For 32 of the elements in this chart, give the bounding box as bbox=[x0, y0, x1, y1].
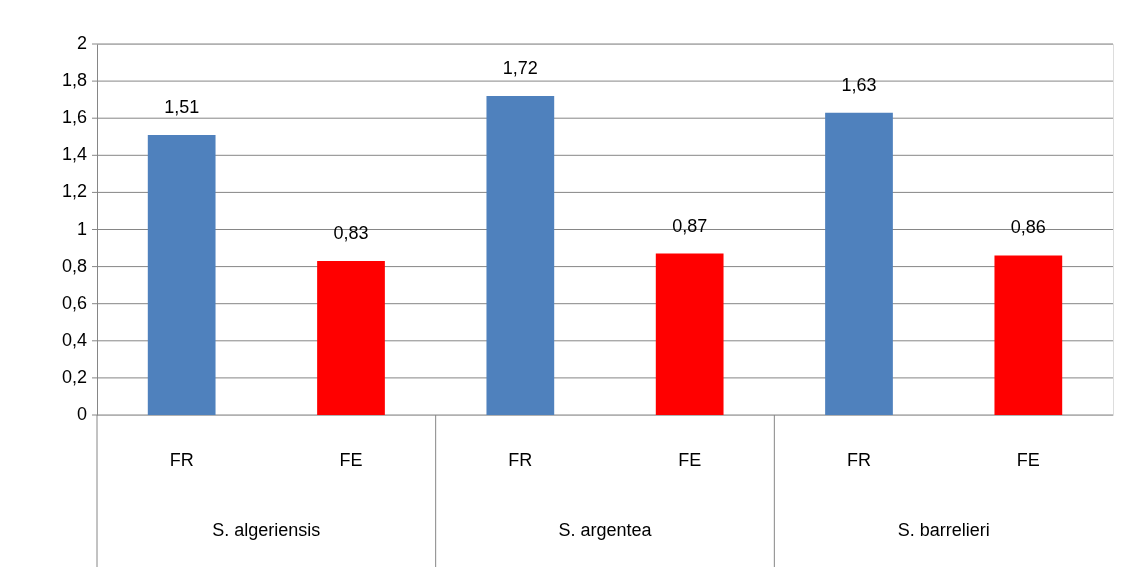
x-tick-label: FE bbox=[1016, 450, 1040, 470]
x-tick-label: FE bbox=[678, 450, 702, 470]
y-tick-label: 1,8 bbox=[61, 70, 87, 91]
x-tick-label: FR bbox=[847, 450, 871, 470]
y-tick-label: 1,2 bbox=[61, 181, 87, 202]
bar bbox=[147, 134, 216, 415]
y-tick-label: 1,6 bbox=[61, 107, 87, 128]
bar bbox=[317, 261, 385, 415]
bar bbox=[486, 95, 555, 415]
x-tick-label: FR bbox=[169, 450, 194, 470]
text: S. barrelieri bbox=[897, 520, 990, 540]
x-tick-label: FE bbox=[339, 450, 363, 470]
bar bbox=[994, 255, 1063, 415]
y-tick-label: 0 bbox=[76, 404, 87, 424]
text: S. argentea bbox=[558, 520, 653, 540]
text: S. algeriensis bbox=[212, 520, 321, 540]
bar bbox=[655, 253, 724, 415]
data-label: 0,83 bbox=[333, 223, 369, 244]
y-tick-label: 1,4 bbox=[61, 144, 87, 165]
data-label: 1,63 bbox=[841, 74, 877, 95]
y-tick-label: 0,6 bbox=[61, 292, 87, 313]
y-tick-label: 2 bbox=[76, 33, 87, 53]
data-label: 0,86 bbox=[1010, 217, 1046, 238]
y-tick-label: 1 bbox=[76, 218, 87, 239]
data-label: 1,72 bbox=[502, 57, 538, 78]
y-tick-label: 0,8 bbox=[61, 255, 87, 276]
bar bbox=[825, 112, 893, 415]
x-tick-label: FR bbox=[508, 450, 533, 470]
data-label: 1,51 bbox=[164, 96, 200, 117]
y-tick-label: 0,2 bbox=[61, 366, 87, 387]
y-tick-label: 0,4 bbox=[61, 329, 87, 350]
data-label: 0,87 bbox=[672, 215, 708, 236]
